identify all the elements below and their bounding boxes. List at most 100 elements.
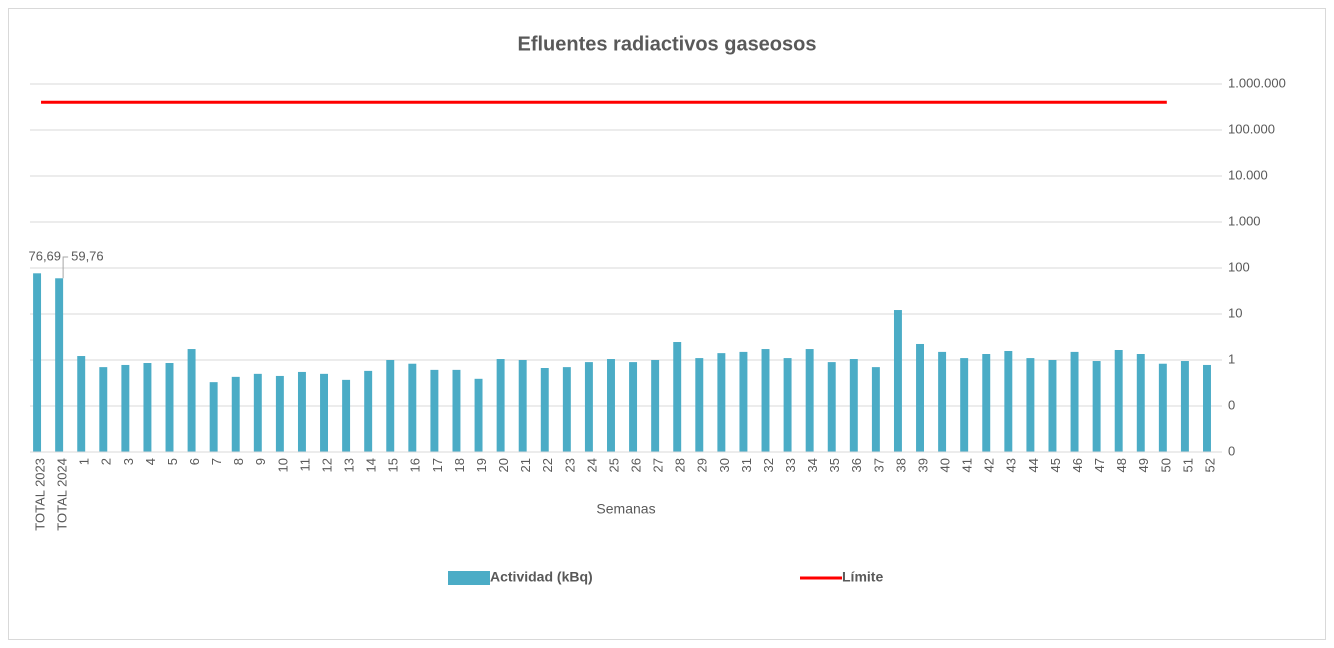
- chart-title: Efluentes radiactivos gaseosos: [517, 33, 816, 55]
- bar: [518, 360, 527, 452]
- x-axis-label: Semanas: [596, 501, 655, 517]
- bar: [1136, 354, 1145, 452]
- x-tick-label: 4: [143, 458, 158, 465]
- chart-frame: [8, 8, 1326, 640]
- label-leader: [62, 256, 69, 279]
- x-tick-label: 15: [386, 458, 401, 472]
- bar: [1114, 349, 1123, 452]
- bar: [584, 362, 593, 452]
- x-tick-label: 14: [364, 458, 379, 472]
- x-tick-label: 39: [915, 458, 930, 472]
- x-tick-label: 48: [1114, 458, 1129, 472]
- x-tick-label: 28: [673, 458, 688, 472]
- x-tick-label: 34: [805, 458, 820, 472]
- bar: [430, 369, 439, 452]
- bar: [1092, 361, 1101, 452]
- bar: [121, 364, 130, 452]
- legend-label: Actividad (kBq): [490, 569, 593, 585]
- bar: [938, 351, 947, 452]
- y-tick-label: 100.000: [1228, 121, 1275, 136]
- data-label: 76,69: [28, 248, 61, 263]
- bar: [320, 373, 328, 452]
- y-tick-label: 1.000: [1228, 213, 1261, 228]
- x-tick-label: 43: [1004, 458, 1019, 472]
- x-tick-label: 22: [540, 458, 555, 472]
- bar: [761, 349, 770, 452]
- bar: [452, 369, 461, 452]
- x-tick-label: 50: [1158, 458, 1173, 472]
- bar: [783, 358, 792, 452]
- y-tick-label: 0: [1228, 443, 1235, 458]
- bar: [607, 359, 615, 452]
- x-tick-label: 19: [474, 458, 489, 472]
- bar: [209, 382, 218, 452]
- bar: [805, 349, 814, 452]
- bar: [849, 359, 858, 452]
- y-tick-label: 10: [1228, 305, 1242, 320]
- bar: [33, 273, 42, 452]
- x-tick-label: 8: [231, 458, 246, 465]
- x-tick-label: 38: [893, 458, 908, 472]
- bar: [275, 375, 284, 452]
- bar: [386, 360, 395, 452]
- bar: [893, 310, 902, 452]
- bar: [496, 359, 505, 452]
- x-tick-label: TOTAL 2023: [32, 458, 47, 531]
- x-tick-label: 23: [562, 458, 577, 472]
- x-tick-label: 20: [496, 458, 511, 472]
- x-tick-label: 33: [783, 458, 798, 472]
- x-tick-label: 41: [960, 458, 975, 472]
- x-tick-label: 17: [430, 458, 445, 472]
- bar: [99, 367, 108, 452]
- data-label: 59,76: [71, 248, 104, 263]
- y-tick-label: 10.000: [1228, 167, 1268, 182]
- x-tick-label: 16: [408, 458, 423, 472]
- x-tick-label: 47: [1092, 458, 1107, 472]
- bar: [143, 363, 152, 452]
- bar: [1026, 358, 1035, 452]
- bar: [1158, 363, 1167, 452]
- bar: [695, 358, 704, 452]
- bar: [982, 354, 991, 452]
- x-tick-label: 11: [297, 458, 312, 472]
- legend-swatch: [448, 571, 490, 585]
- bar: [673, 342, 682, 452]
- bar: [253, 373, 262, 452]
- x-tick-label: 45: [1048, 458, 1063, 472]
- bar: [540, 368, 549, 452]
- legend-label: Límite: [842, 569, 883, 585]
- x-tick-label: 42: [982, 458, 997, 472]
- x-tick-label: TOTAL 2024: [55, 458, 70, 531]
- x-tick-label: 44: [1026, 458, 1041, 472]
- x-tick-label: 6: [187, 458, 202, 465]
- x-tick-label: 3: [121, 458, 136, 465]
- bar: [1004, 350, 1013, 452]
- bar: [297, 371, 306, 452]
- x-tick-label: 18: [452, 458, 467, 472]
- x-tick-label: 52: [1202, 458, 1217, 472]
- bar: [717, 353, 726, 452]
- x-tick-label: 46: [1070, 458, 1085, 472]
- y-tick-label: 1.000.000: [1228, 75, 1286, 90]
- bar: [55, 278, 64, 452]
- x-tick-label: 5: [165, 458, 180, 465]
- x-tick-label: 31: [739, 458, 754, 472]
- bar: [77, 356, 86, 452]
- bar: [1070, 351, 1079, 452]
- x-tick-label: 32: [761, 458, 776, 472]
- bar: [1203, 364, 1211, 452]
- x-tick-label: 21: [518, 458, 533, 472]
- x-tick-label: 25: [606, 458, 621, 472]
- bar: [1180, 361, 1189, 452]
- x-tick-label: 37: [871, 458, 886, 472]
- y-tick-label: 1: [1228, 351, 1235, 366]
- bar: [562, 367, 571, 452]
- x-tick-label: 27: [651, 458, 666, 472]
- x-tick-label: 13: [342, 458, 357, 472]
- x-tick-label: 10: [275, 458, 290, 472]
- bar: [629, 362, 638, 452]
- x-tick-label: 7: [209, 458, 224, 465]
- bar: [408, 363, 417, 452]
- x-tick-label: 1: [77, 458, 92, 465]
